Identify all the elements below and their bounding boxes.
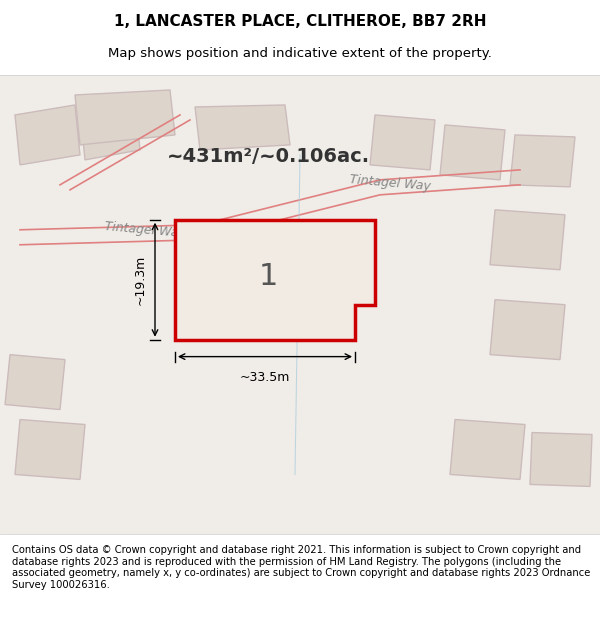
Polygon shape <box>175 220 375 339</box>
Text: 1: 1 <box>259 262 278 291</box>
Text: ~33.5m: ~33.5m <box>240 371 290 384</box>
Polygon shape <box>490 300 565 359</box>
Text: 1, LANCASTER PLACE, CLITHEROE, BB7 2RH: 1, LANCASTER PLACE, CLITHEROE, BB7 2RH <box>114 14 486 29</box>
Text: Contains OS data © Crown copyright and database right 2021. This information is : Contains OS data © Crown copyright and d… <box>12 545 590 590</box>
Polygon shape <box>80 100 140 160</box>
Polygon shape <box>530 432 592 486</box>
Polygon shape <box>5 354 65 409</box>
Text: ~19.3m: ~19.3m <box>134 254 147 305</box>
Polygon shape <box>490 210 565 270</box>
Text: Map shows position and indicative extent of the property.: Map shows position and indicative extent… <box>108 48 492 61</box>
Polygon shape <box>75 90 175 145</box>
Text: ~431m²/~0.106ac.: ~431m²/~0.106ac. <box>166 148 370 166</box>
Polygon shape <box>15 105 80 165</box>
Polygon shape <box>450 419 525 479</box>
Polygon shape <box>15 419 85 479</box>
Polygon shape <box>370 115 435 170</box>
Text: Tintagel Way: Tintagel Way <box>104 220 186 240</box>
Polygon shape <box>440 125 505 180</box>
Polygon shape <box>195 105 290 150</box>
Polygon shape <box>510 135 575 187</box>
Text: Tintagel Way: Tintagel Way <box>349 173 431 193</box>
